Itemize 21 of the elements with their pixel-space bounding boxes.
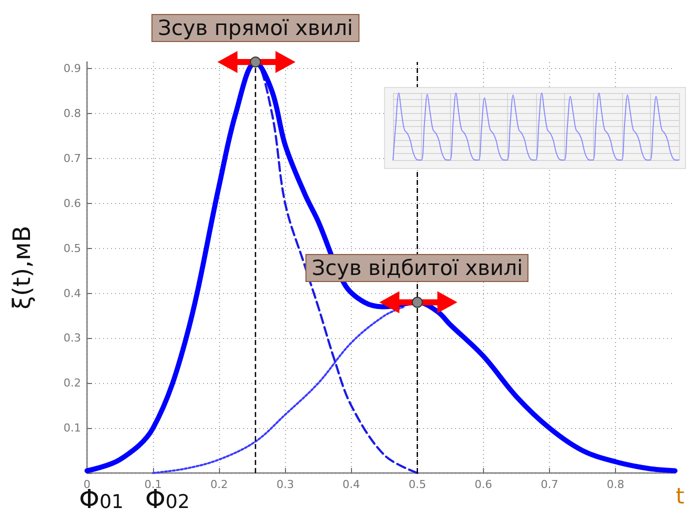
y-tick-label: 0.9: [64, 62, 81, 76]
y-tick-label: 0.7: [64, 152, 81, 166]
y-tick-label: 0.8: [64, 107, 81, 120]
y-tick-label: 0.2: [64, 376, 81, 390]
y-tick-label: 0.6: [64, 196, 81, 210]
x-tick-label: 0.3: [276, 478, 294, 491]
y-tick-label: 0.5: [64, 242, 81, 255]
annotation: Зсув відбитої хвилі: [306, 254, 529, 282]
x-tick-label: 0.2: [210, 478, 228, 491]
x-tick-label: 0.5: [408, 478, 426, 491]
y-tick-label: 0.4: [64, 286, 81, 300]
x-tick-label: 0.7: [540, 478, 558, 491]
y-axis-title: ξ(t),мВ: [8, 226, 36, 310]
x-tick-label: 0.4: [342, 478, 360, 491]
x-axis-title: t: [676, 484, 685, 510]
x-tick-label: 0.8: [606, 478, 624, 491]
y-tick-label: 0.1: [64, 422, 81, 435]
x-tick-label: 0.6: [474, 478, 492, 491]
annotation: Зсув прямої хвилі: [152, 14, 360, 42]
y-tick-label: 0.3: [64, 332, 81, 345]
line-series: [152, 306, 406, 474]
